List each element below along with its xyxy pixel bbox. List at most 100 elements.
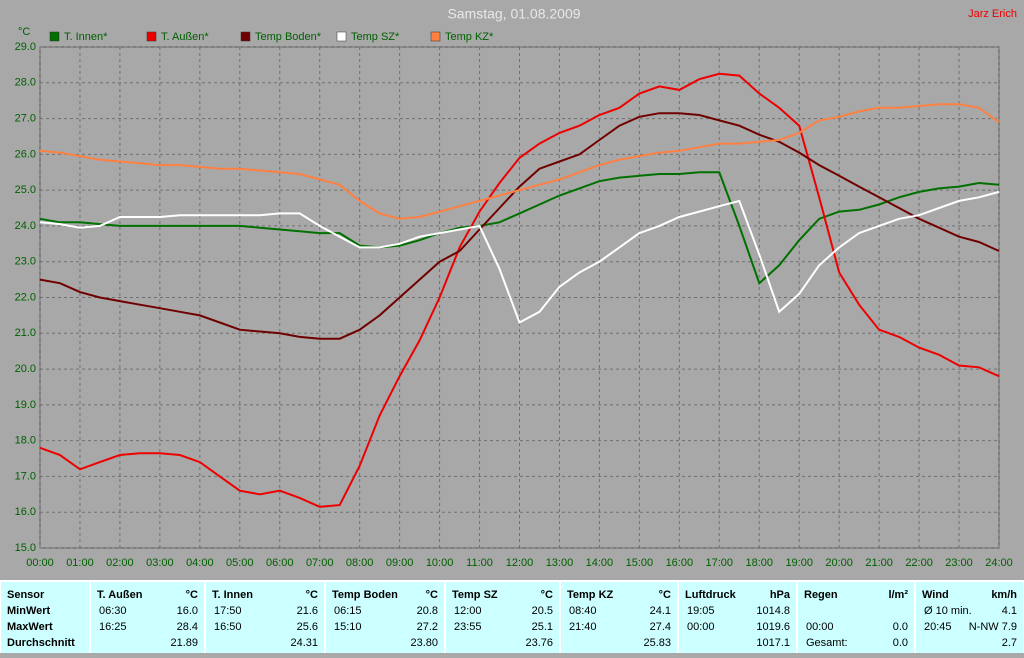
x-tick-label: 05:00	[226, 557, 254, 569]
cell-value: 21.89	[170, 637, 198, 649]
cell-value: 21.6	[297, 605, 318, 617]
cell-value: 4.1	[1002, 605, 1017, 617]
cell-value: 2.7	[1002, 637, 1017, 649]
column-header: Temp SZ	[452, 589, 498, 601]
cell-time: 08:40	[569, 605, 597, 617]
column-header: Regen	[804, 589, 838, 601]
column-unit: °C	[426, 589, 438, 601]
legend-swatch	[336, 31, 347, 42]
legend-swatch	[240, 31, 251, 42]
table-column	[326, 582, 444, 653]
column-header: T. Außen	[97, 589, 143, 601]
y-tick-label: 28.0	[15, 77, 36, 89]
column-header: Temp KZ	[567, 589, 614, 601]
legend-label: Temp SZ*	[351, 31, 400, 43]
x-tick-label: 06:00	[266, 557, 294, 569]
x-tick-label: 17:00	[706, 557, 734, 569]
y-tick-label: 18.0	[15, 435, 36, 447]
x-tick-label: 01:00	[66, 557, 94, 569]
x-tick-label: 24:00	[985, 557, 1013, 569]
table-column	[679, 582, 796, 653]
x-tick-label: 12:00	[506, 557, 534, 569]
y-tick-label: 24.0	[15, 220, 36, 232]
cell-time: Gesamt:	[806, 637, 848, 649]
legend-label: Temp Boden*	[255, 31, 322, 43]
y-tick-label: 16.0	[15, 506, 36, 518]
cell-value: 1014.8	[756, 605, 790, 617]
x-tick-label: 16:00	[666, 557, 694, 569]
cell-value: 0.0	[893, 621, 908, 633]
cell-value: 23.80	[410, 637, 438, 649]
column-unit: l/m²	[888, 589, 908, 601]
cell-value: 20.8	[417, 605, 438, 617]
cell-time: Ø 10 min.	[924, 605, 972, 617]
cell-time: 00:00	[806, 621, 834, 633]
cell-value: 1017.1	[756, 637, 790, 649]
x-tick-label: 19:00	[785, 557, 813, 569]
column-header: Temp Boden	[332, 589, 398, 601]
cell-value: 1019.6	[756, 621, 790, 633]
cell-time: 12:00	[454, 605, 482, 617]
series-line	[39, 103, 1000, 220]
y-tick-label: 15.0	[15, 542, 36, 554]
column-unit: hPa	[770, 589, 791, 601]
cell-value: N-NW 7.9	[969, 621, 1017, 633]
y-tick-label: 27.0	[15, 112, 36, 124]
x-tick-label: 18:00	[745, 557, 773, 569]
cell-value: 25.6	[297, 621, 318, 633]
column-unit: °C	[541, 589, 553, 601]
column-header: T. Innen	[212, 589, 253, 601]
series-line	[39, 112, 1000, 340]
column-unit: °C	[186, 589, 198, 601]
x-tick-label: 10:00	[426, 557, 454, 569]
table-column	[206, 582, 324, 653]
column-header: Wind	[922, 589, 949, 601]
y-tick-label: 22.0	[15, 291, 36, 303]
x-tick-label: 02:00	[106, 557, 134, 569]
series-line	[39, 190, 1000, 324]
cell-time: 06:15	[334, 605, 362, 617]
row-label: MinWert	[7, 605, 51, 617]
row-label: MaxWert	[7, 621, 53, 633]
cell-time: 21:40	[569, 621, 597, 633]
table-column	[91, 582, 204, 653]
cell-time: 16:25	[99, 621, 127, 633]
cell-time: 19:05	[687, 605, 715, 617]
cell-time: 06:30	[99, 605, 127, 617]
series-line	[39, 72, 1000, 508]
x-tick-label: 07:00	[306, 557, 334, 569]
cell-value: 24.1	[650, 605, 671, 617]
y-tick-label: 25.0	[15, 184, 36, 196]
table-column	[916, 582, 1023, 653]
y-tick-label: 26.0	[15, 148, 36, 160]
legend-label: T. Innen*	[64, 31, 108, 43]
legend-swatch	[49, 31, 60, 42]
cell-time: 00:00	[687, 621, 715, 633]
x-tick-label: 03:00	[146, 557, 174, 569]
cell-value: 28.4	[177, 621, 198, 633]
series-line	[39, 171, 1000, 285]
y-tick-label: 20.0	[15, 363, 36, 375]
y-axis-label: °C	[18, 26, 30, 38]
cell-value: 25.1	[532, 621, 553, 633]
cell-time: 23:55	[454, 621, 482, 633]
table-column	[561, 582, 677, 653]
cell-value: 25.83	[643, 637, 671, 649]
y-tick-label: 23.0	[15, 256, 36, 268]
table-column	[798, 582, 914, 653]
y-tick-label: 21.0	[15, 327, 36, 339]
x-tick-label: 23:00	[945, 557, 973, 569]
x-tick-label: 21:00	[865, 557, 893, 569]
table-column	[1, 582, 89, 653]
cell-value: 24.31	[290, 637, 318, 649]
annotation: Jarz Erich	[968, 8, 1017, 20]
row-label: Durchschnitt	[7, 637, 75, 649]
legend-label: Temp KZ*	[445, 31, 494, 43]
cell-time: 15:10	[334, 621, 362, 633]
legend-label: T. Außen*	[161, 31, 209, 43]
cell-value: 16.0	[177, 605, 198, 617]
column-unit: km/h	[991, 589, 1017, 601]
legend-swatch	[430, 31, 441, 42]
y-tick-label: 29.0	[15, 41, 36, 53]
